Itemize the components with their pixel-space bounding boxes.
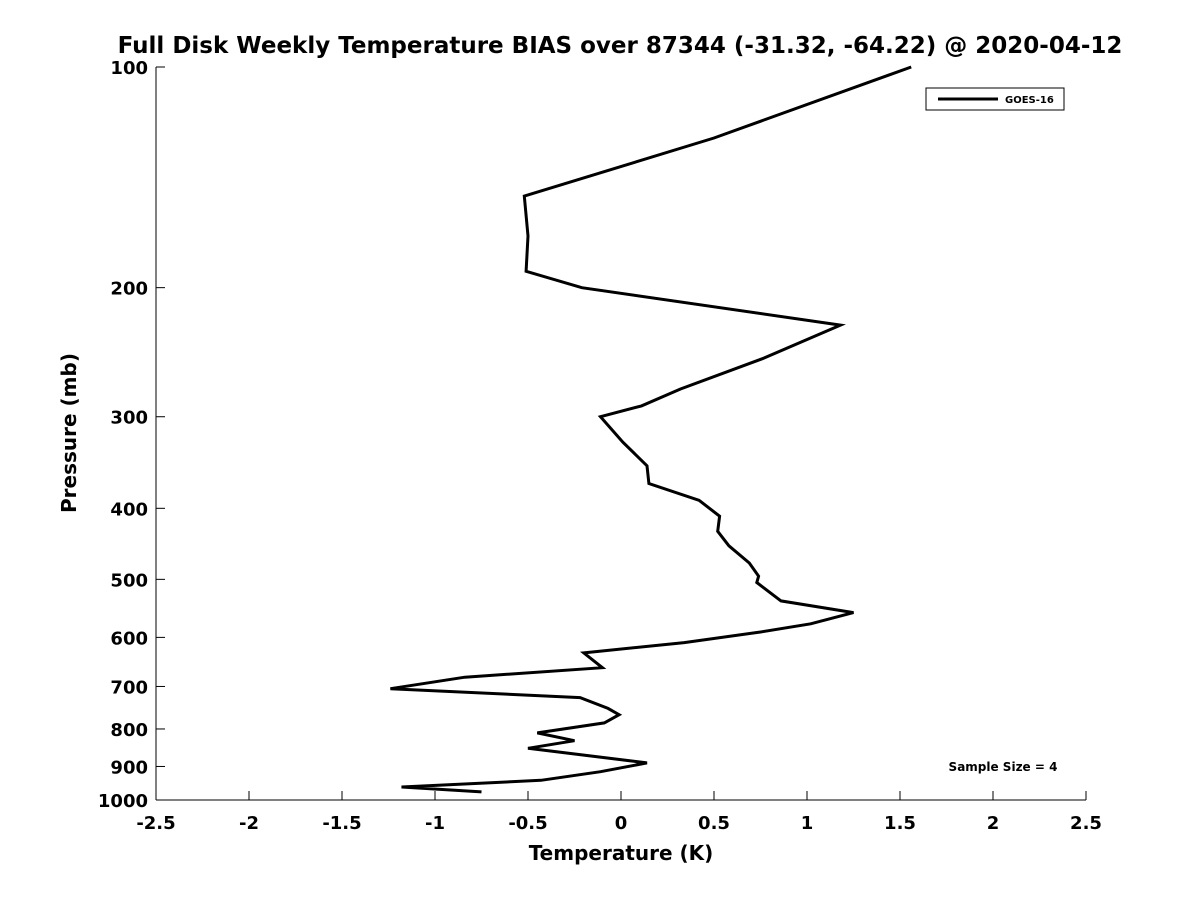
series-line-goes16 [390, 65, 912, 794]
x-tick-label: 1.5 [884, 813, 916, 834]
legend: GOES-16 [925, 87, 1065, 111]
x-tick-label: -1.5 [322, 813, 361, 834]
x-tick-label: -1 [425, 813, 445, 834]
legend-label-goes16: GOES-16 [1005, 95, 1054, 106]
x-tick-label: 2 [987, 813, 1000, 834]
y-axis-label: Pressure (mb) [57, 353, 81, 513]
x-axis-ticks: -2.5 -2 -1.5 -1 -0.5 0 0.5 1 1.5 2 2.5 [136, 791, 1102, 834]
y-axis-ticks: 100 200 300 400 500 600 700 800 900 1000 [98, 58, 165, 812]
x-tick-label: 1 [801, 813, 814, 834]
y-tick-label: 300 [110, 408, 148, 429]
y-tick-label: 200 [110, 279, 148, 300]
plot-area [155, 67, 1086, 801]
x-tick-label: 0 [615, 813, 628, 834]
x-tick-label: 2.5 [1070, 813, 1102, 834]
y-tick-label: 500 [110, 570, 148, 591]
y-tick-label: 600 [110, 628, 148, 649]
x-axis-label: Temperature (K) [529, 841, 714, 865]
x-tick-label: -2.5 [136, 813, 175, 834]
y-tick-label: 100 [110, 58, 148, 79]
y-tick-label: 1000 [98, 791, 148, 812]
y-tick-label: 800 [110, 720, 148, 741]
y-tick-label: 700 [110, 677, 148, 698]
y-tick-label: 400 [110, 499, 148, 520]
x-tick-label: 0.5 [698, 813, 730, 834]
series-layer [390, 65, 912, 794]
sample-size-note: Sample Size = 4 [949, 760, 1058, 774]
x-tick-label: -2 [239, 813, 259, 834]
y-tick-label: 900 [110, 757, 148, 778]
x-tick-label: -0.5 [508, 813, 547, 834]
chart-title: Full Disk Weekly Temperature BIAS over 8… [118, 33, 1123, 59]
